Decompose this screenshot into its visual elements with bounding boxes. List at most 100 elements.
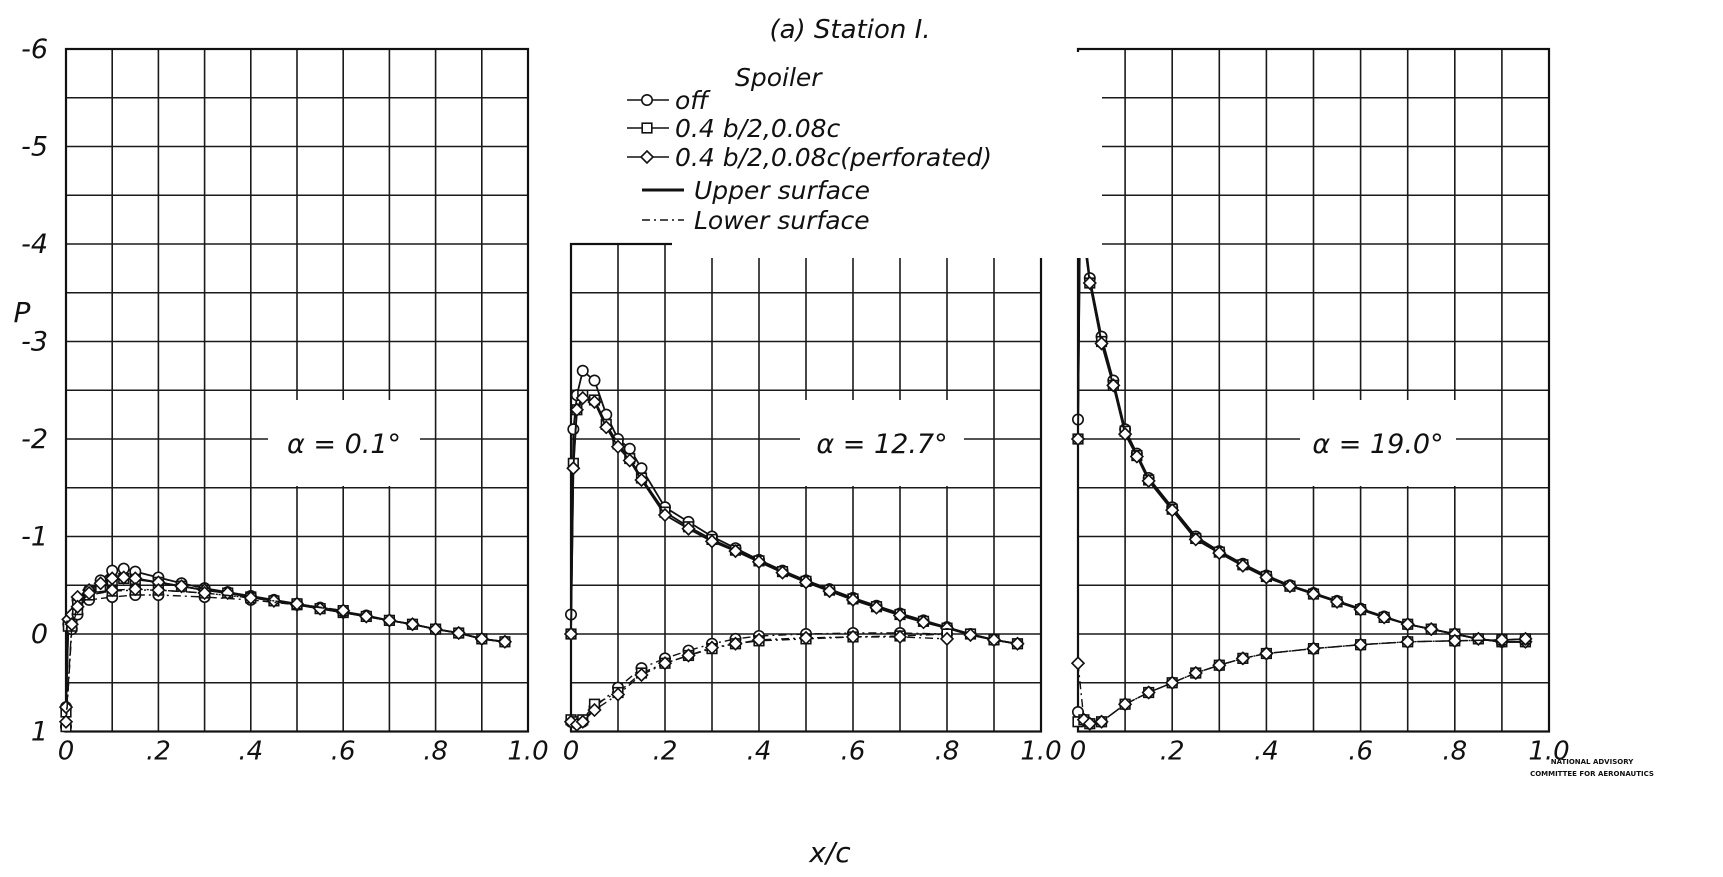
panel-2-data-point xyxy=(622,453,637,468)
panel-2-data-point xyxy=(634,667,649,683)
panel-2-annotation: α = 12.7° xyxy=(816,429,947,460)
figure-title: (a) Station I. xyxy=(769,15,930,45)
panel-2-data-point xyxy=(569,402,585,417)
panel-3-data-point xyxy=(1212,545,1227,561)
y-tick-label: -6 xyxy=(21,34,48,65)
legend-entry-marker xyxy=(640,94,653,107)
panel-3-data-point xyxy=(1141,473,1156,489)
panel-3-data-point xyxy=(1076,712,1092,727)
panel-3-data-point xyxy=(1424,621,1439,637)
panel-3-data-point xyxy=(1082,275,1097,291)
panel-3-data-point xyxy=(1070,656,1086,671)
panel-2-data-point xyxy=(563,626,579,642)
y-tick-label: -5 xyxy=(21,132,48,163)
panel-3-data-point xyxy=(1235,651,1250,666)
panel-3-data-point xyxy=(1082,716,1097,731)
panel-1-data-point xyxy=(428,621,443,637)
panel-2-data-point xyxy=(587,702,602,718)
panel-1-data-point xyxy=(405,617,420,632)
panel-2-data-point xyxy=(704,640,720,655)
y-tick-label: -1 xyxy=(21,522,48,553)
legend-entry-label-2: 0.4 b/2,0.08c xyxy=(675,114,841,143)
panel-2-data-point xyxy=(610,439,626,454)
y-tick-label: 0 xyxy=(31,619,48,650)
panel-2-data-point xyxy=(939,631,955,647)
panel-2-annotation-box xyxy=(800,400,964,486)
panel-3-data-point xyxy=(1447,633,1462,648)
panel-2-data-point xyxy=(798,630,814,646)
panel-1-x-tick-label: .2 xyxy=(146,737,171,767)
panel-3-data-point xyxy=(1094,336,1109,351)
panel-2-data-point xyxy=(845,629,861,645)
panel-2-data-point xyxy=(588,374,601,387)
panel-1-data-point xyxy=(151,582,166,598)
y-tick-label: -3 xyxy=(21,327,48,358)
legend-entry-marker xyxy=(639,149,655,165)
x-axis-label: x/c xyxy=(808,836,851,869)
panel-2-data-point xyxy=(1010,636,1025,651)
panel-3-x-tick-label: .8 xyxy=(1442,737,1467,767)
panel-2-data-point xyxy=(986,632,1002,647)
y-tick-label: -2 xyxy=(21,424,48,455)
panel-1-x-tick-label: .8 xyxy=(423,737,448,767)
panel-1-data-point xyxy=(474,631,489,647)
panel-2-data-point xyxy=(845,592,861,608)
panel-3-data-point xyxy=(1306,641,1321,656)
panel-2-data-point xyxy=(728,636,743,651)
panel-1-data-point xyxy=(105,582,120,598)
panel-1-data-point xyxy=(58,699,74,715)
legend-line-label-2: Lower surface xyxy=(694,206,870,235)
panel-1-data-point xyxy=(243,590,258,606)
panel-2-data-point xyxy=(892,608,908,623)
panel-2-data-point xyxy=(576,364,589,377)
legend-entry-label-3: 0.4 b/2,0.08c(perforated) xyxy=(675,143,992,172)
watermark-line-1: NATIONAL ADVISORY xyxy=(1551,758,1634,766)
panel-2-data-point xyxy=(798,575,814,590)
panel-1-data-point xyxy=(93,576,108,591)
panel-3-data-point xyxy=(1494,632,1510,647)
panel-1-data-point xyxy=(289,596,305,611)
panel-2-data-point xyxy=(751,632,767,647)
panel-3-x-tick-label: .4 xyxy=(1254,737,1279,767)
legend-line-label-1: Upper surface xyxy=(694,176,870,205)
panel-1-annotation-box xyxy=(268,400,420,486)
panel-2-data-point xyxy=(657,656,673,671)
panel-2-data-point xyxy=(822,583,837,599)
panel-2-data-point xyxy=(610,687,626,702)
panel-2-data-point xyxy=(587,394,602,410)
panel-3-data-point xyxy=(1400,617,1415,632)
panel-1-data-point xyxy=(497,634,513,649)
legend-entry-label-1: off xyxy=(675,86,711,115)
panel-3-data-point xyxy=(1329,594,1345,609)
panel-3-data-point xyxy=(1165,503,1180,518)
panel-1-data-point xyxy=(359,609,374,624)
panel-2-data-point xyxy=(728,543,743,559)
panel-2-x-tick-label: .6 xyxy=(841,737,866,767)
panel-1-data-point xyxy=(128,582,143,597)
panel-1-annotation: α = 0.1° xyxy=(287,429,401,460)
legend-entry-marker xyxy=(641,122,653,134)
panel-3-data-point xyxy=(1094,714,1109,729)
panel-1-data-point xyxy=(451,625,466,641)
panel-1-data-point xyxy=(64,617,79,632)
panel-1-series-6 xyxy=(58,582,351,729)
panel-3-data-point xyxy=(1188,665,1203,681)
panel-2-data-point xyxy=(775,565,790,580)
y-axis-label: P xyxy=(14,296,31,329)
panel-3-x-tick-label: 0 xyxy=(1070,737,1087,767)
panel-2-x-tick-label: .4 xyxy=(747,737,772,767)
panel-3-x-tick-label: 1.0 xyxy=(1528,737,1569,767)
panel-3-data-point xyxy=(1471,631,1486,647)
panel-3-data-point xyxy=(1400,634,1415,649)
panel-2-data-point xyxy=(575,390,590,406)
panel-1-data-point xyxy=(382,613,397,628)
watermark-line-2: COMMITTEE FOR AERONAUTICS xyxy=(1530,770,1654,778)
legend-heading: Spoiler xyxy=(735,63,823,92)
panel-2-data-point xyxy=(916,615,931,630)
y-tick-label: 1 xyxy=(31,717,48,748)
panel-2-series-6 xyxy=(563,629,955,732)
